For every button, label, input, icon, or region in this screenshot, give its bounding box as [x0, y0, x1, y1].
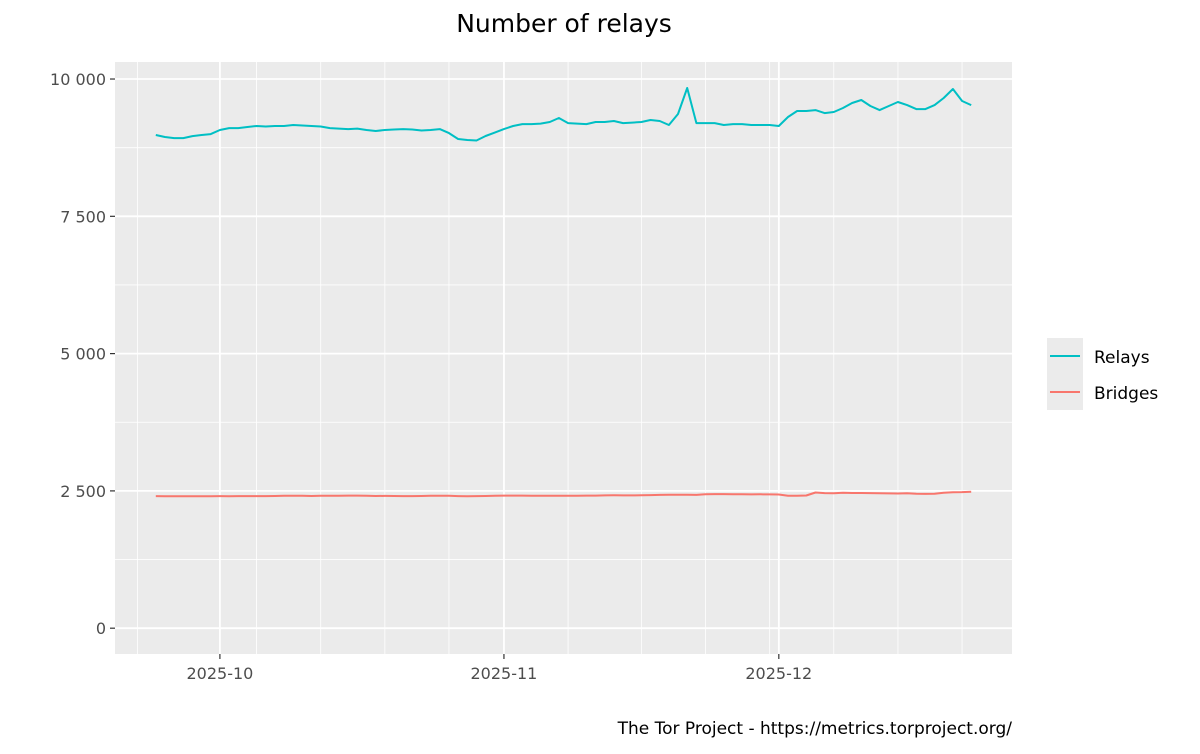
y-tick-label: 0 [96, 619, 106, 638]
chart-title: Number of relays [456, 9, 672, 38]
caption: The Tor Project - https://metrics.torpro… [617, 719, 1013, 739]
legend: Relays Bridges [1047, 338, 1158, 410]
series-line-relays [155, 87, 972, 142]
gridlines [115, 62, 1012, 654]
x-tick-label: 2025-12 [745, 664, 812, 683]
y-tick-label: 2 500 [60, 482, 106, 501]
legend-label-relays: Relays [1094, 348, 1150, 368]
series-lines [155, 87, 972, 498]
x-tick-label: 2025-10 [186, 664, 253, 683]
y-tick-label: 10 000 [50, 70, 106, 89]
legend-label-bridges: Bridges [1094, 384, 1158, 404]
x-tick-label: 2025-11 [471, 664, 538, 683]
x-axis: 2025-10 2025-11 2025-12 [186, 654, 812, 683]
y-axis: 0 2 500 5 000 7 500 10 000 [50, 70, 115, 638]
plot-panel [115, 62, 1012, 654]
y-tick-label: 7 500 [60, 207, 106, 226]
series-line-bridges [155, 490, 972, 498]
y-tick-label: 5 000 [60, 345, 106, 364]
